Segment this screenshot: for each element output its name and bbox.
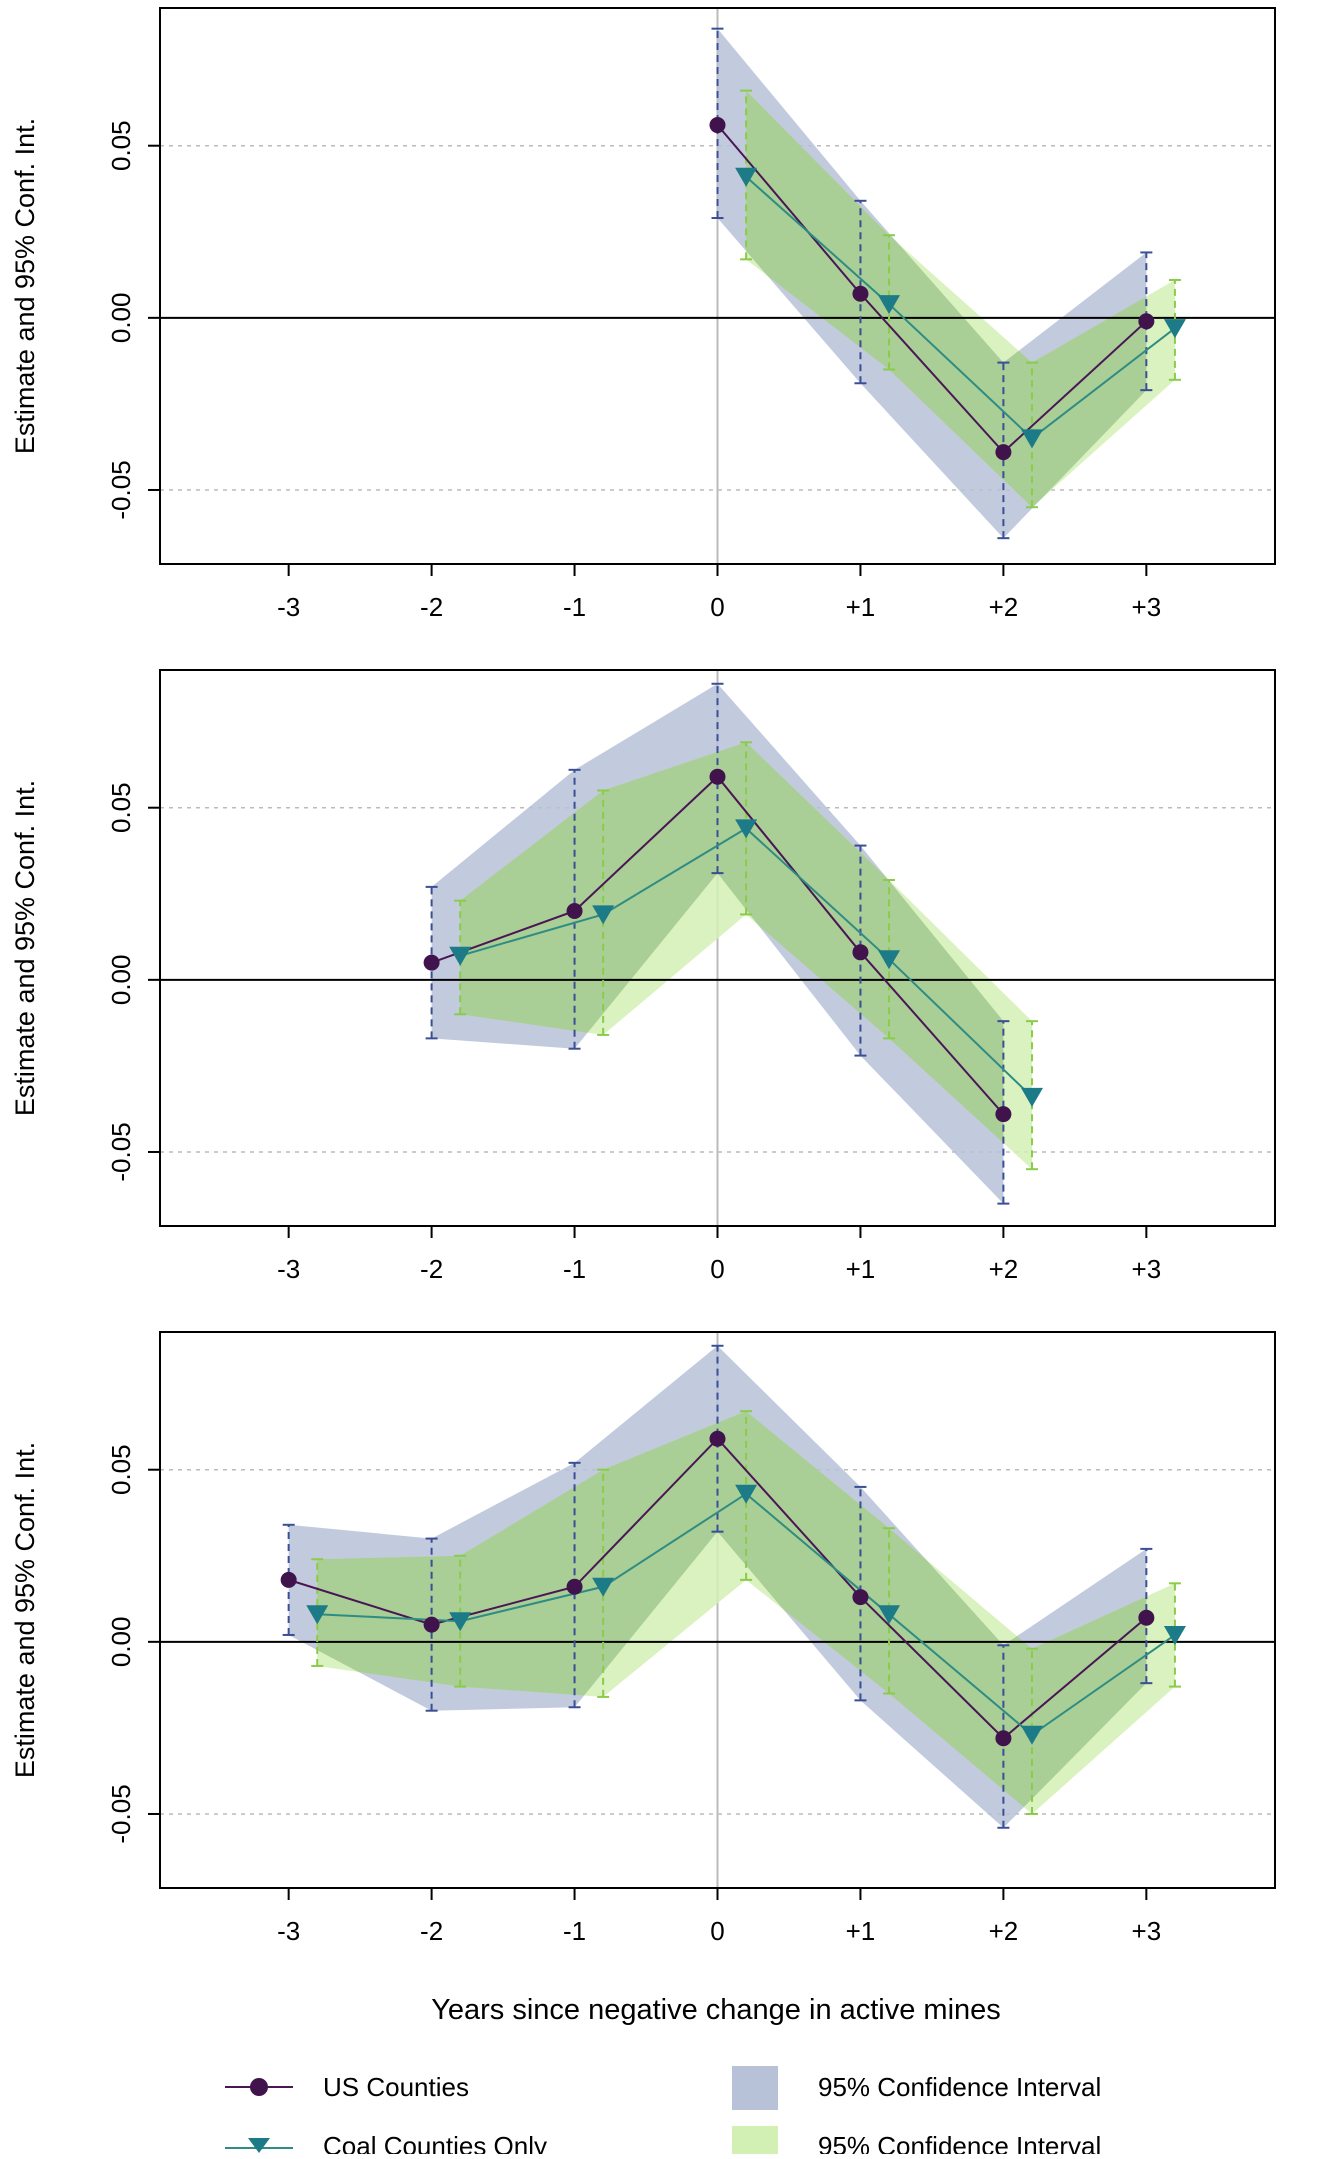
y-tick-label: 0.05 xyxy=(106,1444,136,1495)
point-coal-counties xyxy=(449,1612,472,1632)
x-tick-label: +1 xyxy=(846,1916,876,1946)
x-tick-label: -2 xyxy=(420,592,443,622)
point-us-counties xyxy=(852,285,869,302)
y-axis-label: Estimate and 95% Conf. Int. xyxy=(10,118,40,454)
point-us-counties xyxy=(995,1106,1012,1123)
x-tick-label: +1 xyxy=(846,592,876,622)
y-axis-label: Estimate and 95% Conf. Int. xyxy=(10,780,40,1116)
point-coal-counties xyxy=(878,950,901,970)
point-us-counties xyxy=(709,768,726,785)
x-tick-label: -1 xyxy=(563,1254,586,1284)
legend-marker-coal-counties xyxy=(248,2138,270,2153)
point-coal-counties xyxy=(735,167,758,187)
point-coal-counties xyxy=(1020,1725,1043,1745)
point-coal-counties xyxy=(735,1484,758,1504)
x-tick-label: +2 xyxy=(989,1254,1019,1284)
y-axis-label: Estimate and 95% Conf. Int. xyxy=(10,1442,40,1778)
y-tick-label: 0.00 xyxy=(106,1617,136,1668)
x-tick-label: +2 xyxy=(989,1916,1019,1946)
x-tick-label: 0 xyxy=(710,592,724,622)
x-axis-label: Years since negative change in active mi… xyxy=(431,1994,1001,2026)
x-tick-label: 0 xyxy=(710,1916,724,1946)
panel-1: -3 -2 -1 0 +1 +2 +3 -0.05 0.00 0.05 Estimate and 9… xyxy=(10,7,1276,622)
point-us-counties xyxy=(709,117,726,134)
point-us-counties xyxy=(280,1571,297,1588)
y-tick-label: -0.05 xyxy=(106,1784,136,1843)
x-tick-label: -2 xyxy=(420,1254,443,1284)
x-tick-label: -3 xyxy=(277,592,300,622)
ci-band-overlap xyxy=(317,1411,1147,1814)
legend-label-us-ci: 95% Confidence Interval xyxy=(818,2072,1101,2102)
legend-label-coal-ci: 95% Confidence Interval xyxy=(818,2131,1101,2154)
legend: US Counties 95% Confidence Interval Coal C… xyxy=(225,2066,1101,2159)
point-us-counties xyxy=(995,1730,1012,1747)
x-tick-label: -2 xyxy=(420,1916,443,1946)
panel-2: -3 -2 -1 0 +1 +2 +3 -0.05 0.00 0.05 Estimate and 9… xyxy=(10,669,1276,1284)
point-us-counties xyxy=(566,1578,583,1595)
x-tick-label: -3 xyxy=(277,1254,300,1284)
point-us-counties xyxy=(852,944,869,961)
y-tick-label: 0.00 xyxy=(106,293,136,344)
x-tick-label: +1 xyxy=(846,1254,876,1284)
point-coal-counties xyxy=(878,1605,901,1625)
point-us-counties xyxy=(995,444,1012,461)
point-us-counties xyxy=(709,1430,726,1447)
point-coal-counties xyxy=(735,819,758,839)
legend-swatch-us-ci xyxy=(732,2066,778,2110)
x-tick-label: +3 xyxy=(1132,592,1162,622)
x-tick-label: -1 xyxy=(563,1916,586,1946)
point-us-counties xyxy=(1138,1609,1155,1626)
point-us-counties xyxy=(423,1616,440,1633)
point-coal-counties xyxy=(1020,429,1043,449)
x-tick-label: -1 xyxy=(563,592,586,622)
x-tick-label: -3 xyxy=(277,1916,300,1946)
x-tick-label: 0 xyxy=(710,1254,724,1284)
point-coal-counties xyxy=(449,946,472,966)
y-tick-label: -0.05 xyxy=(106,460,136,519)
point-us-counties xyxy=(852,1589,869,1606)
point-coal-counties xyxy=(878,295,901,315)
y-tick-label: 0.05 xyxy=(106,782,136,833)
y-tick-label: 0.00 xyxy=(106,955,136,1006)
point-us-counties xyxy=(1138,313,1155,330)
panels: -3 -2 -1 0 +1 +2 +3 -0.05 0.00 0.05 Estimate and 9… xyxy=(10,7,1276,1946)
point-coal-counties xyxy=(1163,319,1186,339)
series-line-us-counties xyxy=(716,124,1148,454)
point-coal-counties xyxy=(306,1605,329,1625)
x-tick-label: +2 xyxy=(989,592,1019,622)
x-tick-label: +3 xyxy=(1132,1916,1162,1946)
y-tick-label: 0.05 xyxy=(106,120,136,171)
legend-label-coal-counties: Coal Counties Only xyxy=(323,2131,547,2154)
point-coal-counties xyxy=(1163,1625,1186,1645)
legend-marker-us-counties xyxy=(250,2078,268,2096)
series-line-coal-counties xyxy=(745,175,1176,440)
y-tick-label: -0.05 xyxy=(106,1122,136,1181)
legend-swatch-coal-ci xyxy=(732,2126,778,2154)
point-coal-counties xyxy=(1020,1087,1043,1107)
point-coal-counties xyxy=(592,1577,615,1597)
panel-3: -3 -2 -1 0 +1 +2 +3 -0.05 0.00 0.05 Estimate and 9… xyxy=(10,1331,1276,1946)
x-tick-label: +3 xyxy=(1132,1254,1162,1284)
point-us-counties xyxy=(423,954,440,971)
legend-label-us-counties: US Counties xyxy=(323,2072,469,2102)
point-coal-counties xyxy=(592,905,615,925)
point-us-counties xyxy=(566,902,583,919)
